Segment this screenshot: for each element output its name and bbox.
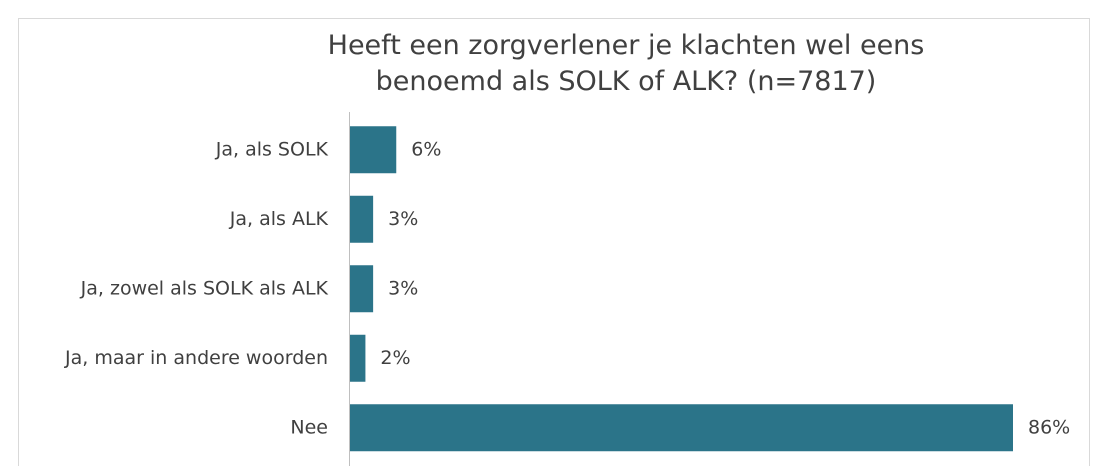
category-label: Nee <box>290 416 328 438</box>
category-label: Ja, als ALK <box>229 208 329 230</box>
bar <box>350 126 397 174</box>
category-label: Ja, zowel als SOLK als ALK <box>80 277 329 299</box>
value-label: 6% <box>411 138 441 160</box>
bar <box>350 265 374 313</box>
value-label: 86% <box>1028 416 1070 438</box>
bar <box>350 195 374 243</box>
value-label: 3% <box>388 277 418 299</box>
chart-frame <box>18 18 1090 466</box>
value-label: 3% <box>388 208 418 230</box>
bar <box>350 404 1013 452</box>
value-label: 2% <box>380 347 410 369</box>
category-label: Ja, maar in andere woorden <box>64 347 328 369</box>
bar <box>350 334 366 382</box>
category-label: Ja, als SOLK <box>215 138 329 160</box>
chart-title: Heeft een zorgverlener je klachten wel e… <box>327 30 925 97</box>
